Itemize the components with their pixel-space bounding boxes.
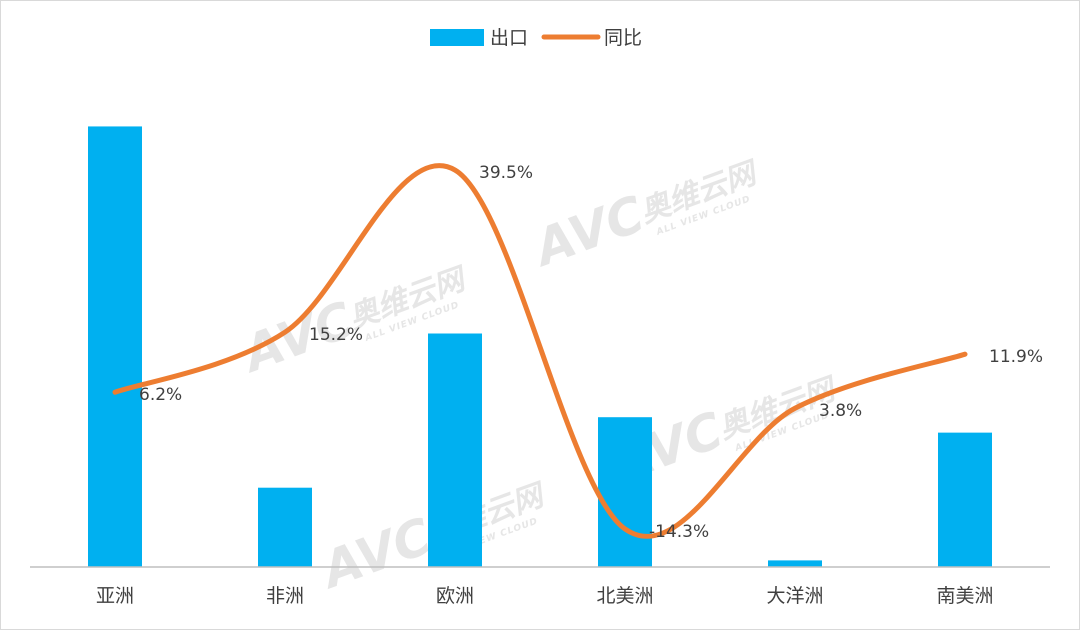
- legend-swatch-export: [430, 29, 484, 46]
- bar-3: [428, 333, 482, 567]
- corner-watermark: 值 什么值得买: [975, 600, 1070, 618]
- bar-4: [598, 417, 652, 567]
- legend-label-export: 出口: [490, 27, 528, 49]
- category-label: 欧洲: [436, 585, 474, 607]
- bar-5: [768, 560, 822, 567]
- line-data-label: 6.2%: [139, 385, 182, 405]
- category-label: 北美洲: [596, 585, 653, 607]
- line-data-label: -14.3%: [649, 522, 709, 542]
- line-data-label: 15.2%: [309, 325, 363, 345]
- bar-1: [88, 126, 142, 567]
- legend: 出口 同比: [430, 27, 642, 49]
- line-data-label: 11.9%: [989, 347, 1043, 367]
- category-label: 亚洲: [96, 585, 134, 607]
- line-series-yoy: [112, 163, 968, 539]
- bar-6: [938, 432, 992, 567]
- bar-2: [258, 487, 312, 567]
- line-data-label: 3.8%: [819, 401, 862, 421]
- bar-series-export: [88, 126, 992, 567]
- line-data-label: 39.5%: [479, 163, 533, 183]
- category-label: 大洋洲: [766, 585, 823, 607]
- x-axis-labels: 亚洲 非洲 欧洲 北美洲 大洋洲 南美洲: [96, 585, 994, 607]
- line-data-labels: 6.2% 15.2% 39.5% -14.3% 3.8% 11.9%: [139, 163, 1043, 542]
- category-label: 非洲: [266, 585, 304, 607]
- legend-label-yoy: 同比: [604, 27, 642, 49]
- category-label: 南美洲: [936, 585, 993, 607]
